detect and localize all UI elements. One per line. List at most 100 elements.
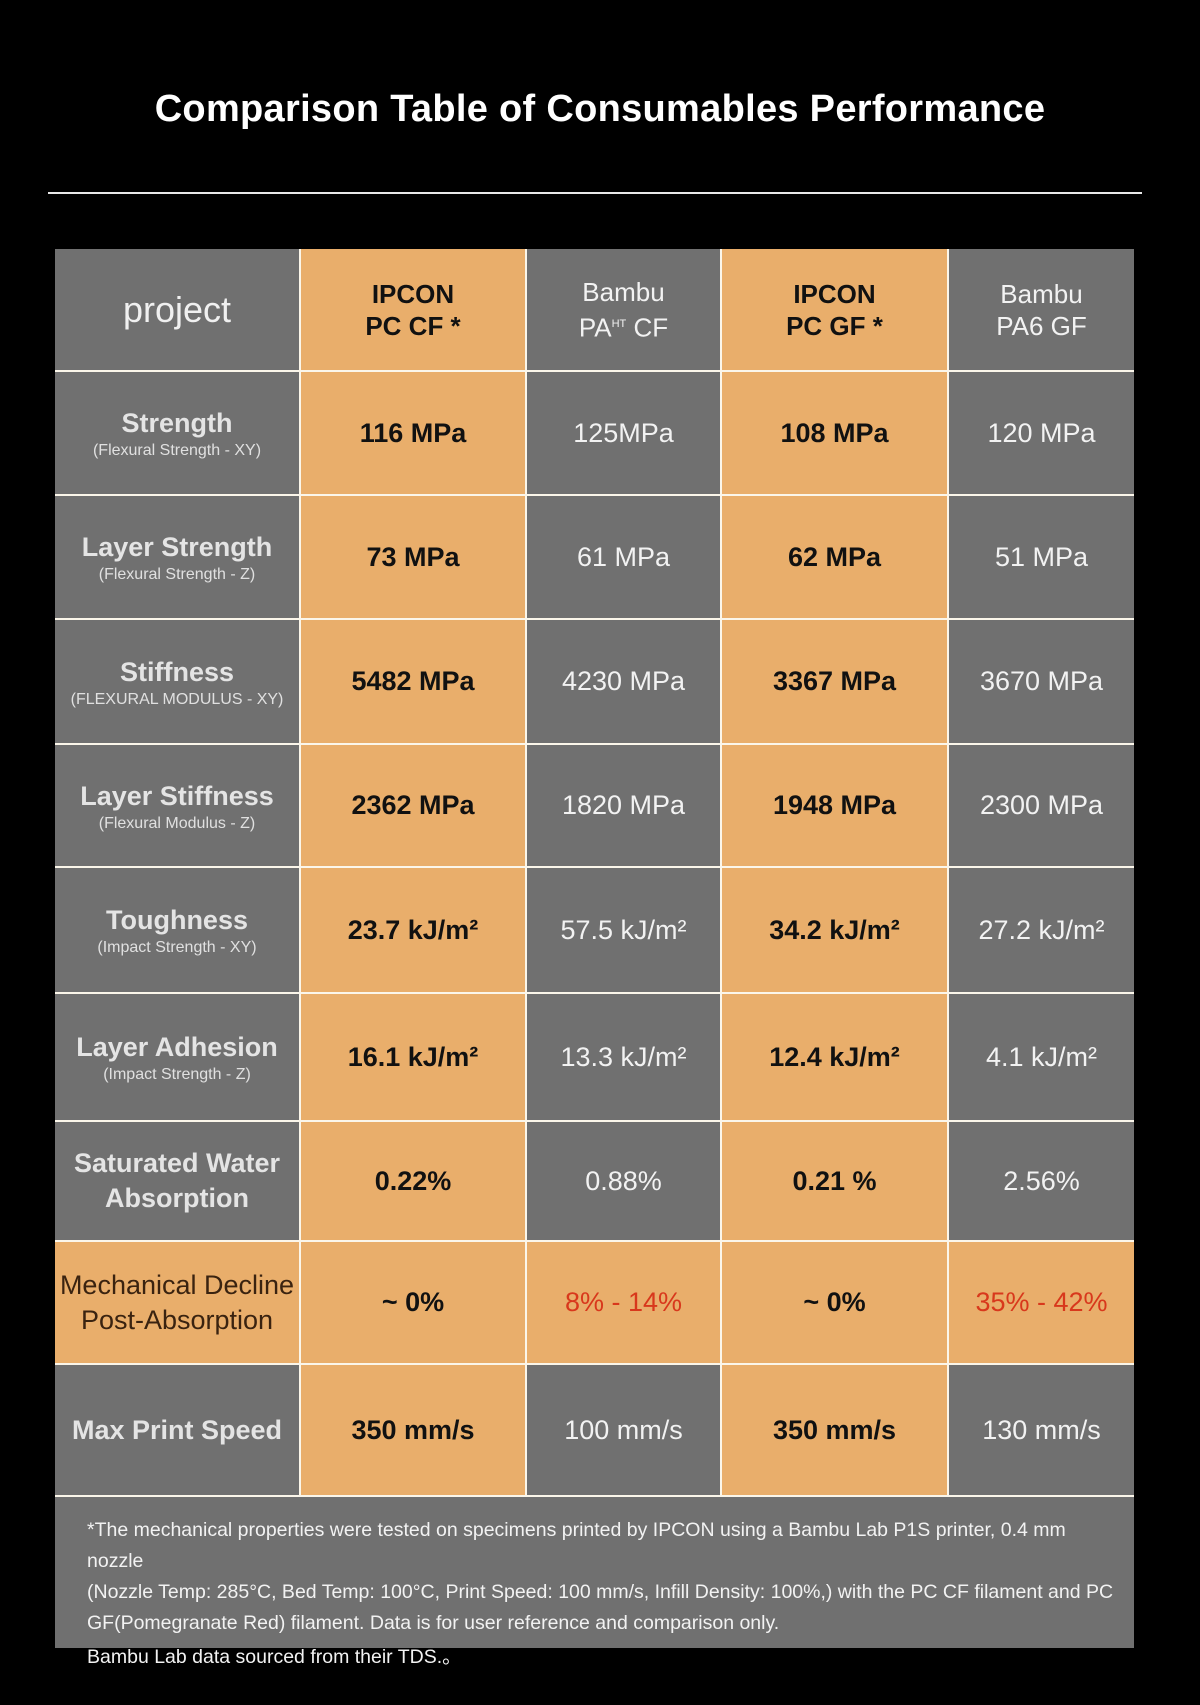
value-cell: 1948 MPa <box>722 745 949 866</box>
value: 12.4 kJ/m² <box>769 1041 900 1072</box>
table-row-stiffness: Stiffness (FLEXURAL MODULUS - XY) 5482 M… <box>55 620 1134 745</box>
header-brand: IPCON <box>793 278 876 309</box>
value-cell: 73 MPa <box>301 496 527 618</box>
table-row-water-absorption: Saturated Water Absorption 0.22% 0.88% 0… <box>55 1122 1134 1242</box>
value-cell: ~ 0% <box>722 1242 949 1363</box>
header-brand: Bambu <box>1000 278 1083 309</box>
value-cell: 27.2 kJ/m² <box>949 868 1134 992</box>
row-label: Layer Strength <box>81 532 273 562</box>
value-cell: 3367 MPa <box>722 620 949 743</box>
row-label-cell: Toughness (Impact Strength - XY) <box>55 868 301 992</box>
table-row-max-print-speed: Max Print Speed 350 mm/s 100 mm/s 350 mm… <box>55 1365 1134 1497</box>
header-brand: IPCON <box>371 278 455 309</box>
value: 3367 MPa <box>772 666 897 696</box>
value: 62 MPa <box>787 541 882 572</box>
footnote-line: *The mechanical properties were tested o… <box>87 1519 1066 1572</box>
value-cell: 8% - 14% <box>527 1242 722 1363</box>
row-sublabel: (Flexural Strength - Z) <box>98 566 256 583</box>
row-label-cell: Stiffness (FLEXURAL MODULUS - XY) <box>55 620 301 743</box>
value-cell: 100 mm/s <box>527 1365 722 1495</box>
value: 125MPa <box>573 417 674 448</box>
value-cell: 16.1 kJ/m² <box>301 994 527 1120</box>
value: 100 mm/s <box>564 1414 683 1445</box>
header-product: PC GF * <box>786 310 883 341</box>
header-brand: Bambu <box>582 276 665 307</box>
value-cell: 125MPa <box>527 372 722 494</box>
value-cell: 57.5 kJ/m² <box>527 868 722 992</box>
row-label: Max Print Speed <box>71 1415 283 1445</box>
row-label: Post-Absorption <box>80 1304 274 1335</box>
value: 3670 MPa <box>979 666 1104 696</box>
value-cell: 4230 MPa <box>527 620 722 743</box>
value-cell: 3670 MPa <box>949 620 1134 743</box>
row-label-cell: Layer Stiffness (Flexural Modulus - Z) <box>55 745 301 866</box>
value-cell: 2300 MPa <box>949 745 1134 866</box>
value-cell: 0.22% <box>301 1122 527 1240</box>
row-label: Stiffness <box>119 656 235 687</box>
value-cell: 108 MPa <box>722 372 949 494</box>
row-sublabel: (Flexural Modulus - Z) <box>98 814 256 832</box>
table-row-strength: Strength (Flexural Strength - XY) 116 MP… <box>55 372 1134 496</box>
value-cell: 116 MPa <box>301 372 527 494</box>
value-cell: 51 MPa <box>949 496 1134 618</box>
value-cell: 12.4 kJ/m² <box>722 994 949 1120</box>
row-label-cell: Layer Strength (Flexural Strength - Z) <box>55 496 301 618</box>
header-bambu-paht-cf: Bambu PAHT CF <box>527 249 722 370</box>
value: ~ 0% <box>381 1287 445 1317</box>
value: 350 mm/s <box>351 1414 475 1445</box>
value: 57.5 kJ/m² <box>560 914 687 945</box>
value-cell: 130 mm/s <box>949 1365 1134 1495</box>
row-label-cell: Saturated Water Absorption <box>55 1122 301 1240</box>
header-ipcon-pc-cf: IPCON PC CF * <box>301 249 527 370</box>
value: 116 MPa <box>359 417 467 448</box>
value-cell: 0.88% <box>527 1122 722 1240</box>
value: 16.1 kJ/m² <box>347 1041 479 1072</box>
value: 0.21 % <box>792 1165 877 1196</box>
page-title: Comparison Table of Consumables Performa… <box>154 88 1046 130</box>
row-label-cell: Strength (Flexural Strength - XY) <box>55 372 301 494</box>
header-label-cell: project <box>55 249 301 370</box>
value: 1948 MPa <box>772 790 897 820</box>
header-product: PAHT CF <box>578 312 669 343</box>
table-header-row: project IPCON PC CF * Bambu PAHT CF IPCO… <box>55 249 1134 372</box>
value-cell: 13.3 kJ/m² <box>527 994 722 1120</box>
value: 108 MPa <box>780 417 889 448</box>
row-label-cell: Max Print Speed <box>55 1365 301 1495</box>
footnote-line: GF(Pomegranate Red) filament. Data is fo… <box>87 1612 780 1634</box>
value-cell: 350 mm/s <box>722 1365 949 1495</box>
value-cell: 120 MPa <box>949 372 1134 494</box>
value-cell: 34.2 kJ/m² <box>722 868 949 992</box>
row-label-cell: Layer Adhesion (Impact Strength - Z) <box>55 994 301 1120</box>
value-cell: 35% - 42% <box>949 1242 1134 1363</box>
value-cell: 4.1 kJ/m² <box>949 994 1134 1120</box>
table-row-mechanical-decline: Mechanical Decline Post-Absorption ~ 0% … <box>55 1242 1134 1365</box>
row-label: Strength <box>121 408 233 438</box>
row-sublabel: (FLEXURAL MODULUS - XY) <box>70 690 284 708</box>
row-sublabel: (Impact Strength - XY) <box>97 939 257 956</box>
header-product: PA6 GF <box>996 310 1087 341</box>
value: 34.2 kJ/m² <box>769 914 900 945</box>
value-cell: 23.7 kJ/m² <box>301 868 527 992</box>
value-warning: 8% - 14% <box>564 1287 683 1317</box>
value: 73 MPa <box>366 541 460 572</box>
value: 51 MPa <box>994 541 1089 572</box>
row-label-cell: Mechanical Decline Post-Absorption <box>55 1242 301 1363</box>
value-cell: 62 MPa <box>722 496 949 618</box>
value: 2300 MPa <box>979 790 1104 820</box>
value-warning: 35% - 42% <box>975 1287 1108 1317</box>
footnote: *The mechanical properties were tested o… <box>55 1497 1134 1668</box>
value: 120 MPa <box>987 417 1096 448</box>
header-ipcon-pc-gf: IPCON PC GF * <box>722 249 949 370</box>
value: 13.3 kJ/m² <box>560 1041 687 1072</box>
table-row-toughness: Toughness (Impact Strength - XY) 23.7 kJ… <box>55 868 1134 994</box>
value: 2.56% <box>1003 1165 1080 1196</box>
value-cell: 350 mm/s <box>301 1365 527 1495</box>
value: 350 mm/s <box>772 1414 897 1445</box>
row-label: Absorption <box>105 1183 249 1213</box>
header-label: project <box>122 288 232 330</box>
value-cell: 2.56% <box>949 1122 1134 1240</box>
row-sublabel: (Flexural Strength - XY) <box>92 442 262 459</box>
footnote-line: (Nozzle Temp: 285°C, Bed Temp: 100°C, Pr… <box>87 1581 1114 1603</box>
value-cell: ~ 0% <box>301 1242 527 1363</box>
row-label: Mechanical Decline <box>59 1269 295 1300</box>
